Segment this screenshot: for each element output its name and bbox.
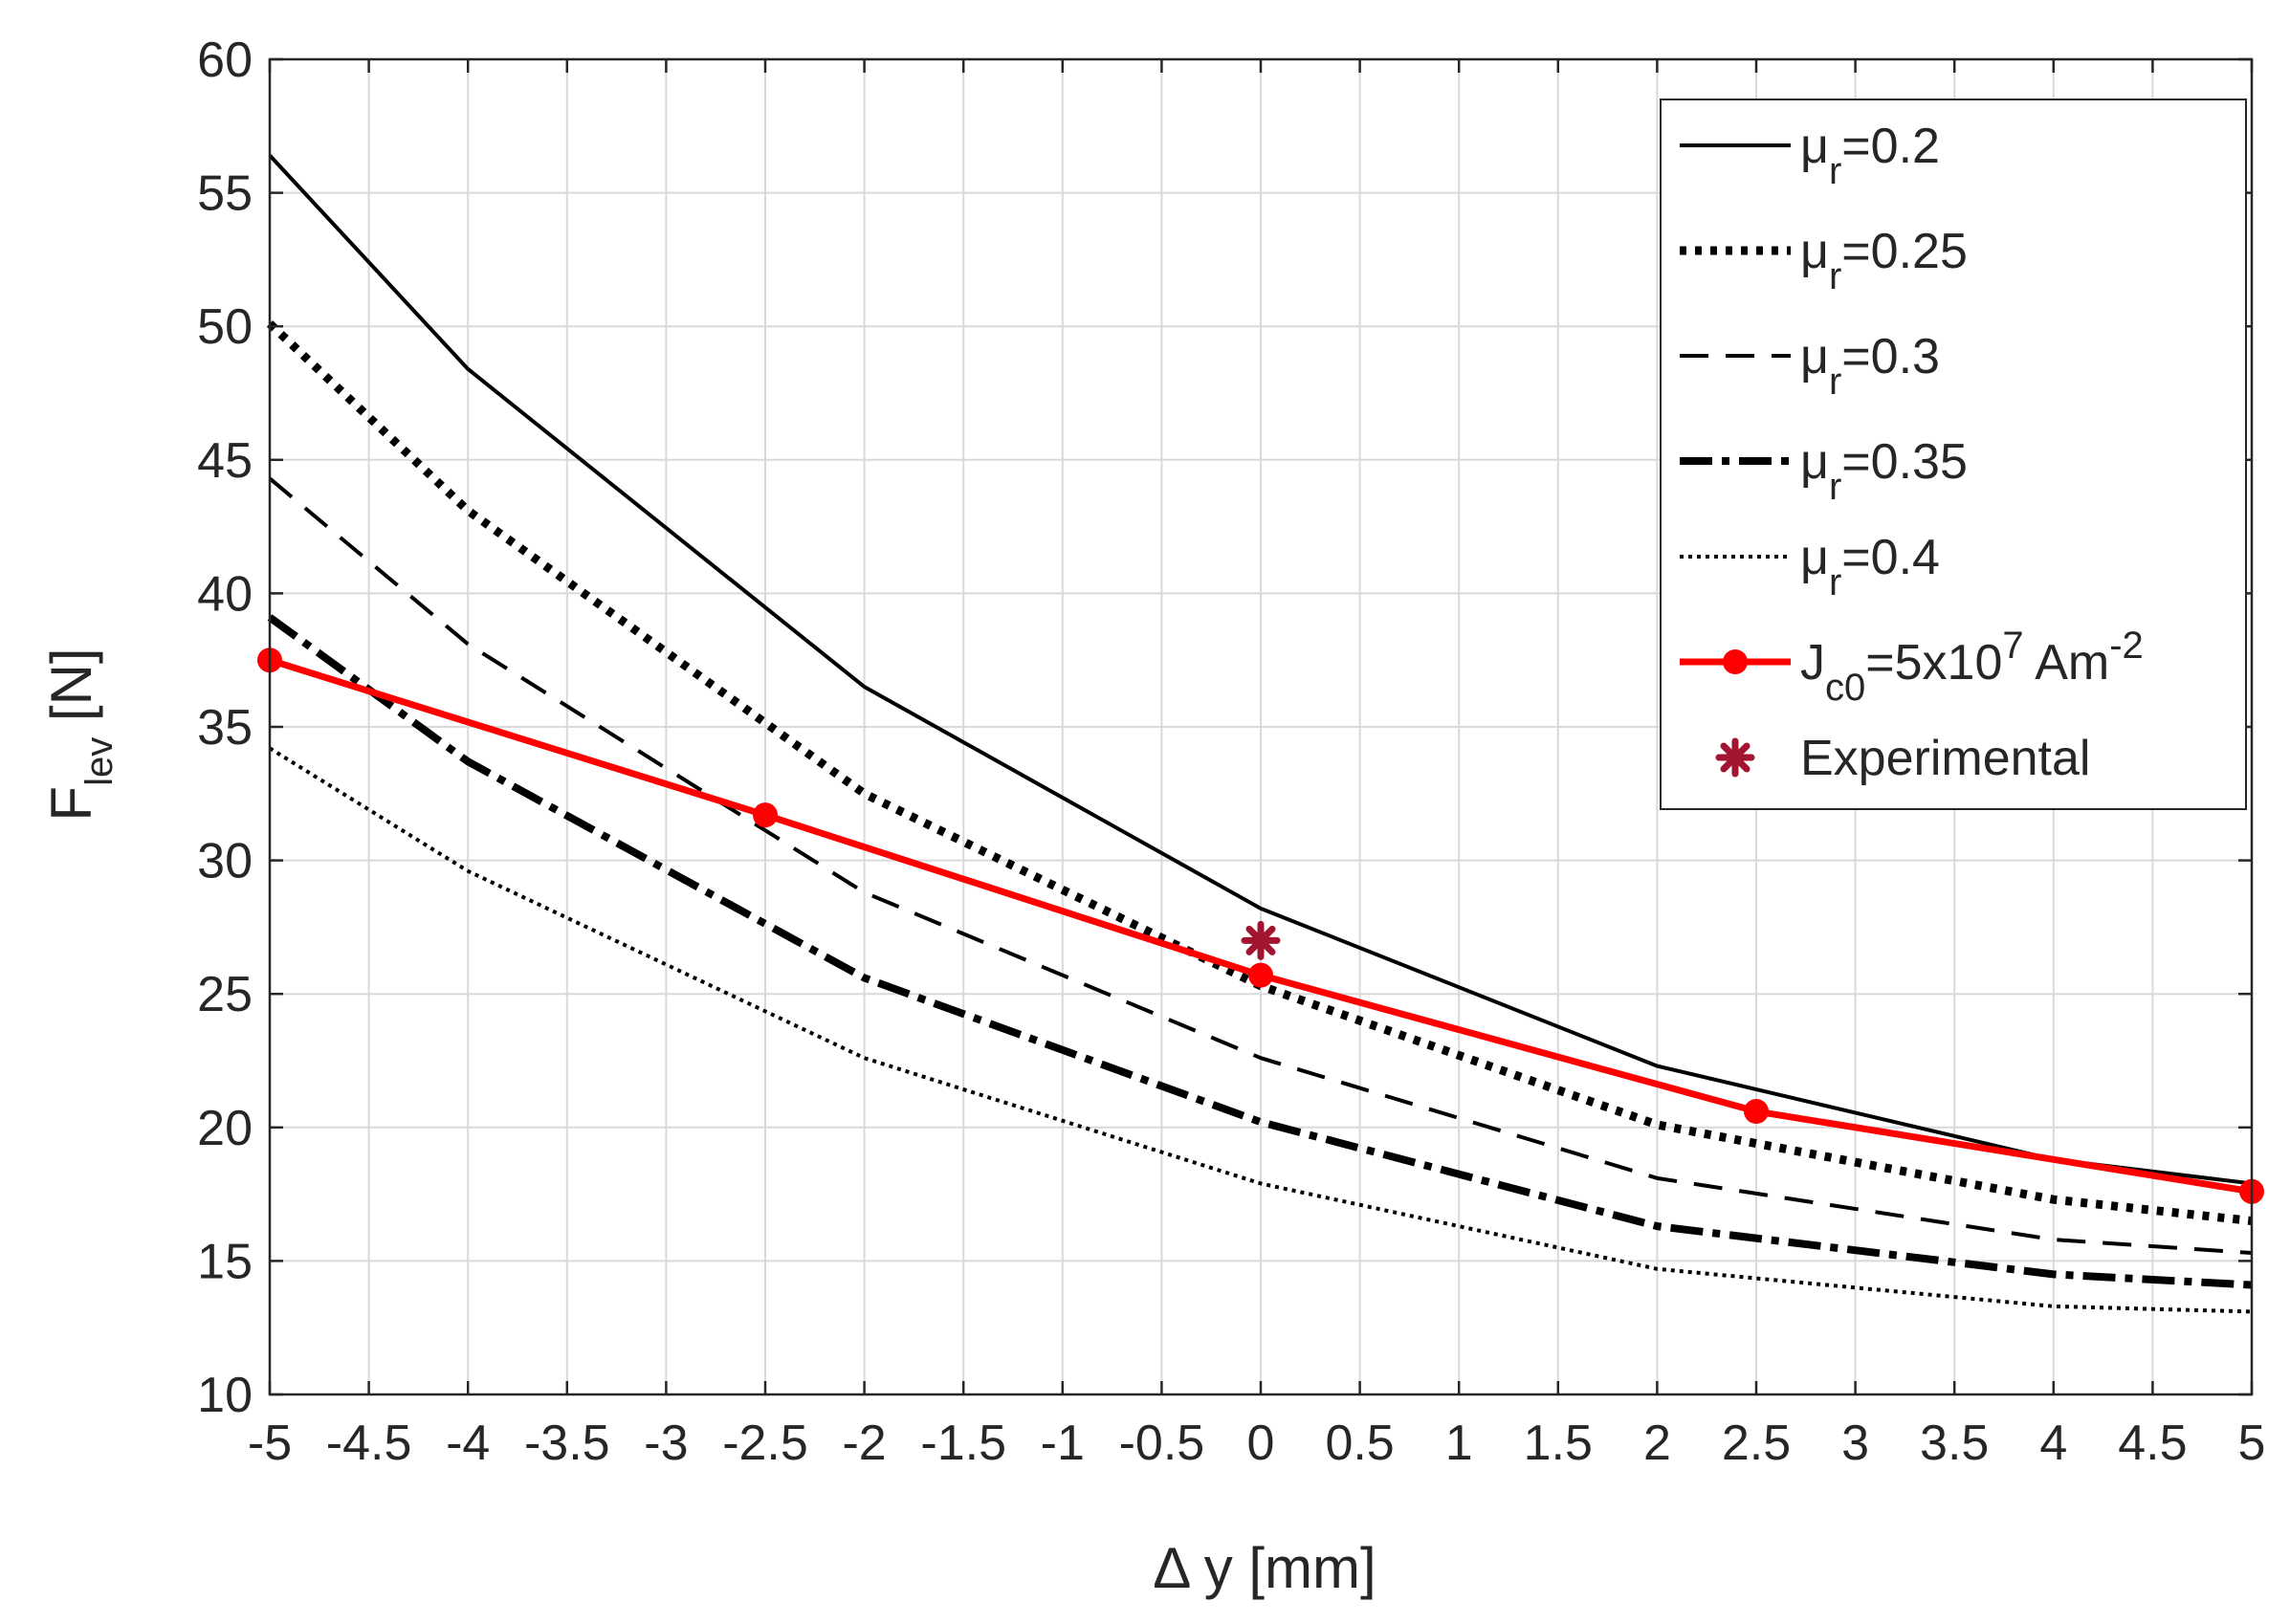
star-stroke (1720, 742, 1751, 773)
y-tick-label: 40 (197, 566, 253, 622)
y-tick-label: 20 (197, 1101, 253, 1156)
legend-label-mu-0.25: μr=0.25 (1800, 224, 1968, 297)
x-tick-label: -4.5 (326, 1416, 412, 1471)
x-tick-label: -2 (842, 1416, 886, 1471)
star-stroke (1245, 925, 1276, 955)
x-tick-label: 1 (1445, 1416, 1473, 1471)
y-axis-label-unit: [N] (39, 647, 103, 736)
series-layer (257, 154, 2264, 1314)
y-axis-label-main: F (39, 786, 103, 822)
x-axis-label: Δ y [mm] (1153, 1536, 1376, 1600)
x-tick-label: 3.5 (1920, 1416, 1989, 1471)
x-tick-label: -4 (446, 1416, 490, 1471)
legend-label-mu-0.2: μr=0.2 (1800, 119, 1940, 192)
x-tick-label: -1.5 (920, 1416, 1006, 1471)
y-tick-label: 35 (197, 700, 253, 756)
y-tick-label: 25 (197, 967, 253, 1022)
legend-label-mu-0.4: μr=0.4 (1800, 530, 1940, 604)
series-marker (1248, 962, 1273, 988)
y-tick-label: 10 (197, 1368, 253, 1423)
y-axis-label: Flev [N] (39, 647, 121, 821)
legend-sample-experimental (1715, 737, 1755, 778)
y-axis-label-sub: lev (78, 737, 121, 786)
series-line-4 (268, 746, 2253, 1314)
y-tick-label: 45 (197, 433, 253, 489)
x-tick-label: -0.5 (1119, 1416, 1205, 1471)
x-tick-label: 0.5 (1325, 1416, 1394, 1471)
x-tick-label: 2 (1643, 1416, 1671, 1471)
x-tick-label: -5 (248, 1416, 292, 1471)
legend-samples (1680, 143, 1791, 778)
x-tick-label: 2.5 (1722, 1416, 1791, 1471)
x-tick-label: 1.5 (1524, 1416, 1593, 1471)
x-tick-label: -3.5 (524, 1416, 610, 1471)
x-tick-label: 4.5 (2118, 1416, 2187, 1471)
legend: μr=0.2 μr=0.25 μr=0.3 μr=0.35 μr=0.4 Jc0… (1660, 99, 2247, 810)
x-tick-label: -3 (644, 1416, 688, 1471)
legend-label-experimental: Experimental (1800, 731, 2090, 786)
legend-box (1660, 99, 2247, 810)
axis-ticks: -5 -4.5 -4 -3.5 -3 -2.5 -2 -1.5 -1 -0.5 0 0.5 1 1.5 2 2… (197, 33, 2265, 1471)
legend-label-mu-0.3: μr=0.3 (1800, 329, 1940, 403)
legend-label-mu-0.35: μr=0.35 (1800, 434, 1968, 508)
y-tick-label: 55 (197, 166, 253, 222)
experimental-point (1241, 920, 1281, 960)
legend-sample-marker (1723, 649, 1748, 674)
x-tick-label: 3 (1841, 1416, 1869, 1471)
y-tick-label: 50 (197, 299, 253, 355)
x-tick-label: -2.5 (722, 1416, 808, 1471)
series-marker (1744, 1099, 1769, 1125)
x-tick-label: 0 (1247, 1416, 1275, 1471)
y-tick-label: 60 (197, 33, 253, 88)
legend-label-jc0: Jc0=5x107 Am-2 (1800, 625, 2144, 709)
x-tick-label: -1 (1041, 1416, 1085, 1471)
series-line-3 (267, 614, 2253, 1289)
y-tick-label: 15 (197, 1234, 253, 1289)
series-line-2 (268, 476, 2253, 1256)
x-tick-label: 4 (2039, 1416, 2067, 1471)
x-tick-label: 5 (2238, 1416, 2266, 1471)
y-tick-label: 30 (197, 834, 253, 889)
series-marker (753, 802, 778, 828)
